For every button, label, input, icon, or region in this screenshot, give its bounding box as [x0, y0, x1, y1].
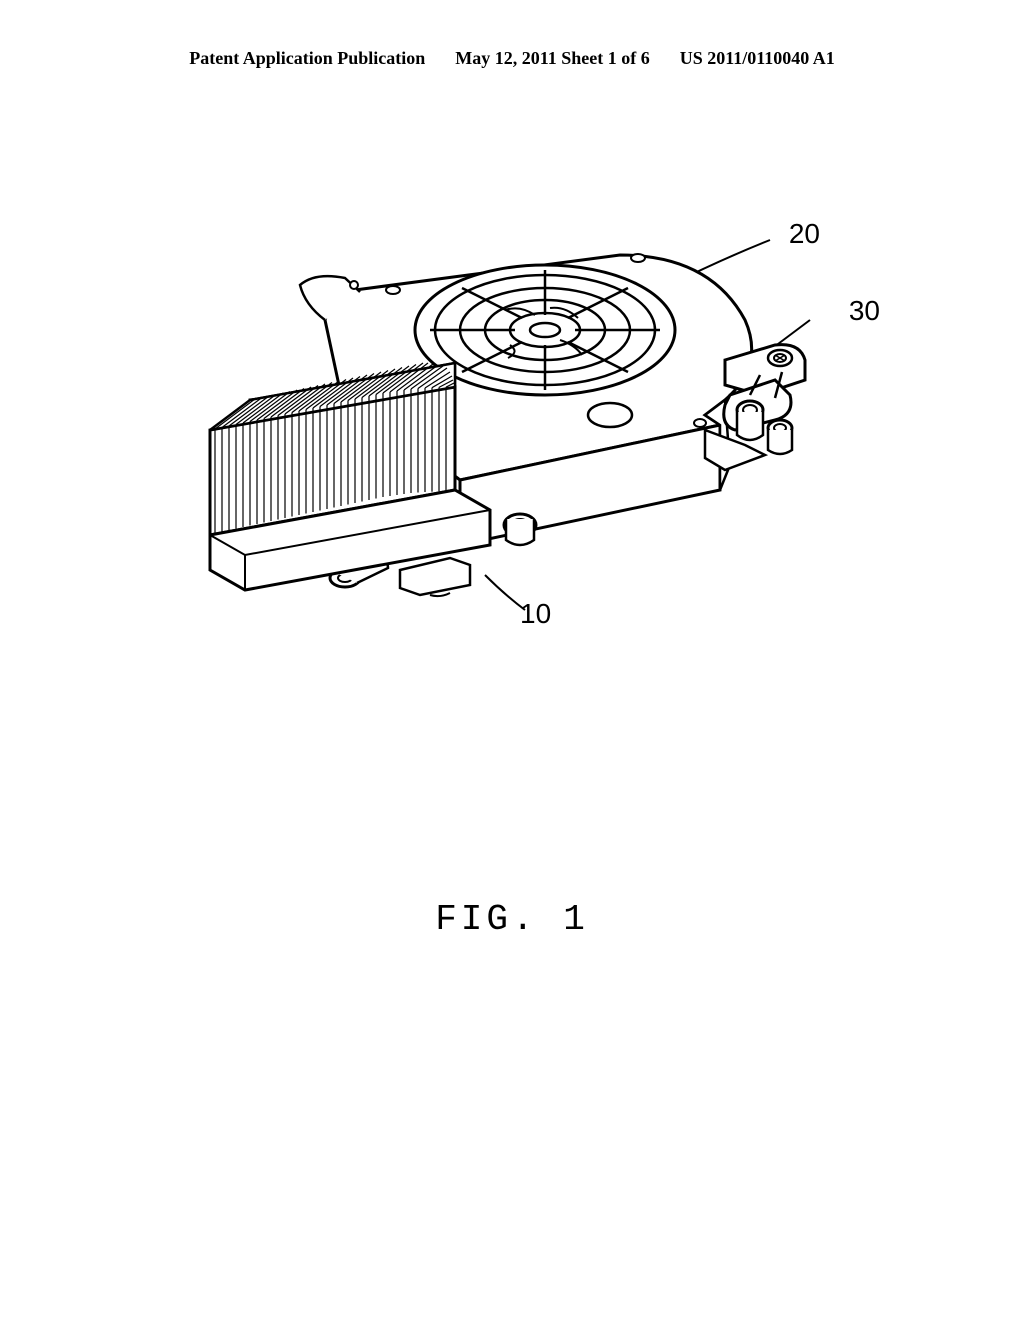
header-date-sheet: May 12, 2011 Sheet 1 of 6 — [455, 48, 649, 69]
figure-caption: FIG. 1 — [0, 899, 1024, 940]
patent-drawing-svg — [150, 200, 870, 650]
header-patent-number: US 2011/0110040 A1 — [680, 48, 835, 69]
page: Patent Application Publication May 12, 2… — [0, 0, 1024, 1320]
page-header: Patent Application Publication May 12, 2… — [0, 48, 1024, 69]
reference-numeral-30: 30 — [849, 295, 880, 327]
figure: 20 30 10 — [150, 200, 870, 650]
header-publication: Patent Application Publication — [189, 48, 425, 69]
reference-numeral-20: 20 — [789, 218, 820, 250]
reference-numeral-10: 10 — [520, 598, 551, 630]
